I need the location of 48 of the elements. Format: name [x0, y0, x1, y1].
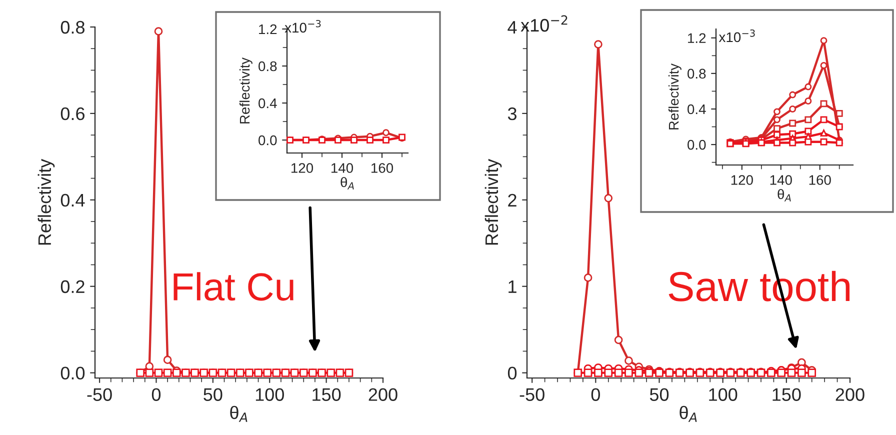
y-tick-label: 4 [508, 21, 517, 34]
y-tick-label: 1.2 [259, 24, 277, 34]
x-tick-label: 140 [331, 163, 354, 173]
x-tick-label: 50 [650, 388, 669, 401]
y-tick-label: 0.4 [60, 194, 85, 207]
x-tick-label: -50 [87, 388, 112, 401]
annotation: x10$^{−3}$ [718, 29, 755, 42]
y-tick-label: 0 [508, 366, 517, 380]
x-axis-title: θ$_{A}$ [680, 406, 697, 422]
x-axis-title: θ$_{A}$ [340, 176, 354, 190]
y-tick-label: 0.8 [688, 68, 706, 79]
y-tick-label: 0.0 [688, 140, 706, 150]
x-tick-label: 50 [204, 388, 222, 401]
y-tick-label: 0.4 [688, 104, 706, 114]
x-tick-label: 200 [368, 388, 398, 401]
x-tick-label: 160 [371, 163, 394, 173]
y-tick-label: 1 [508, 280, 516, 293]
annotation: x10$^{−2}$ [520, 15, 568, 32]
x-tick-label: 120 [291, 163, 314, 173]
x-tick-label: 140 [770, 175, 792, 185]
y-tick-label: 0.0 [60, 366, 85, 380]
x-tick-label: 150 [312, 388, 341, 401]
x-tick-label: 160 [809, 175, 831, 185]
y-axis-title: Reflectivity [239, 57, 252, 124]
y-tick-label: 0.4 [258, 98, 277, 108]
x-tick-label: 120 [731, 175, 753, 185]
x-tick-label: 0 [591, 388, 600, 401]
x-tick-label: -50 [520, 388, 544, 401]
y-tick-label: 0.6 [60, 107, 84, 120]
y-tick-label: 0.0 [258, 135, 277, 146]
x-tick-label: 100 [709, 388, 738, 401]
x-axis-title: θ$_{A}$ [778, 188, 791, 202]
y-tick-label: 0.8 [60, 20, 84, 34]
annotation: Flat Cu [174, 272, 294, 301]
x-tick-label: 150 [772, 388, 801, 401]
annotation: x10$^{−3}$ [284, 20, 321, 33]
y-tick-label: 0.2 [60, 280, 84, 294]
y-tick-label: 0.8 [258, 61, 277, 72]
y-tick-label: 2 [508, 194, 516, 206]
y-axis-title: Reflectivity [484, 158, 502, 245]
x-tick-label: 0 [152, 388, 161, 401]
y-axis-title: Reflectivity [38, 158, 55, 245]
x-axis-title: θ$_{A}$ [230, 406, 248, 422]
y-tick-label: 1.2 [688, 33, 706, 43]
y-axis-title: Reflectivity [668, 63, 682, 130]
x-tick-label: 100 [256, 388, 284, 401]
x-tick-label: 200 [836, 388, 864, 401]
y-tick-label: 3 [508, 107, 516, 120]
